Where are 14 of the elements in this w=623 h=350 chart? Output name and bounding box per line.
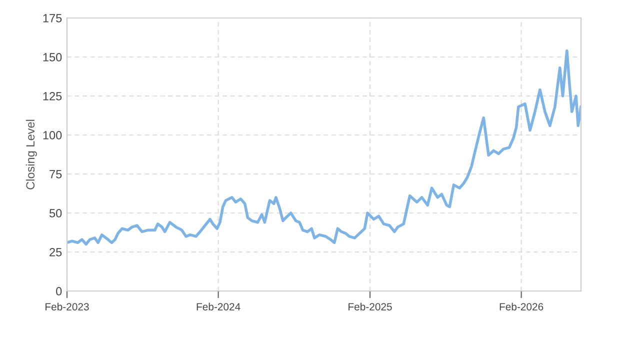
x-tick-label: Feb-2025 [348,302,392,310]
x-tick-label: Feb-2024 [196,302,240,310]
y-tick-label: 150 [43,53,62,62]
y-tick-label: 0 [56,287,62,296]
x-tick-label: Feb-2023 [46,302,89,310]
y-tick-label: 125 [43,92,62,100]
y-tick-label: 25 [50,248,62,256]
y-tick-label: 75 [50,170,62,178]
y-tick-label: 50 [49,209,62,218]
x-tick-label: Feb-2026 [500,302,544,310]
y-tick-label: 100 [43,131,62,140]
y-tick-label: 175 [43,14,62,22]
line-series [67,49,581,246]
y-axis-title: Closing Level [26,120,37,190]
